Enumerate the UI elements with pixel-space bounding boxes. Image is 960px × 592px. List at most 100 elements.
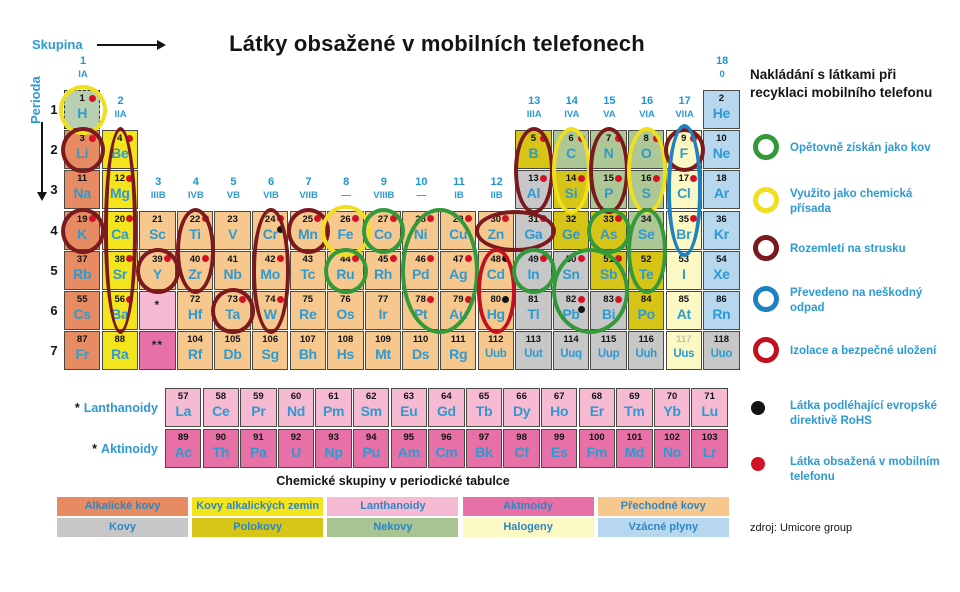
- element-symbol: Fe: [337, 225, 354, 242]
- element-symbol: I: [681, 265, 686, 282]
- atomic-number: 58: [215, 390, 227, 402]
- group-swatch-alkalick-kovy: Alkalické kovy: [57, 497, 188, 516]
- element-symbol: Rf: [187, 346, 203, 363]
- atomic-number: 71: [704, 390, 715, 402]
- element-cell-Li: 3 Li: [64, 130, 101, 170]
- legend-ring-icon: [753, 235, 779, 261]
- atomic-number: 30: [490, 213, 502, 225]
- element-symbol: Sr: [112, 265, 127, 282]
- group-header-10: 10—: [415, 175, 428, 201]
- legend-item-label: Izolace a bezpečné uložení: [790, 345, 937, 357]
- atomic-number: 84: [640, 294, 652, 305]
- red-dot-indicator: [464, 295, 472, 303]
- atomic-number: 81: [528, 294, 539, 305]
- group-header-14: 14 IVA: [564, 95, 580, 120]
- red-dot-indicator: [615, 295, 623, 303]
- element-cell-Lu: 71 Lu: [691, 387, 728, 427]
- element-cell-Ag: 47 Ag: [440, 250, 477, 290]
- atomic-number: 72: [189, 294, 201, 305]
- red-dot-indicator: [577, 295, 585, 303]
- element-cell-Uup: 115 Uup: [590, 331, 627, 371]
- element-symbol: Tb: [475, 402, 493, 419]
- element-cell-Hs: 108 Hs: [327, 331, 364, 371]
- group-header-4: 4 IVB: [187, 175, 204, 201]
- atomic-number: 11: [77, 173, 88, 185]
- element-cell-In: 49 In: [515, 250, 552, 290]
- element-symbol: Mn: [297, 225, 318, 242]
- element-cell-La: 57 La: [165, 387, 202, 427]
- source-credit: zdroj: Umicore group: [750, 522, 853, 534]
- element-symbol: Na: [73, 185, 92, 202]
- atomic-number: 27: [377, 213, 389, 225]
- atomic-number: 105: [224, 334, 241, 346]
- atomic-number: 9: [681, 133, 687, 145]
- element-cell-Hg: 80 Hg: [477, 291, 514, 330]
- atomic-number: 65: [478, 390, 490, 402]
- element-symbol: Ir: [378, 306, 388, 322]
- fblock-label-act: * Aktinoidy: [92, 441, 158, 456]
- group-header-3: 3 IIIB: [150, 175, 166, 201]
- element-cell-Hf: 72 Hf: [176, 291, 214, 330]
- element-symbol: Mo: [260, 265, 280, 282]
- element-cell-Er: 68 Er: [578, 387, 615, 427]
- element-symbol: Rb: [73, 265, 92, 282]
- atomic-number: 102: [664, 431, 680, 443]
- black-dot-indicator: [577, 306, 585, 313]
- element-cell-Ga: 31 Ga: [515, 210, 552, 250]
- red-dot-indicator: [88, 215, 96, 223]
- atomic-number: 43: [302, 253, 314, 265]
- atomic-number: 82: [565, 294, 577, 305]
- atomic-number: 53: [678, 253, 690, 265]
- red-dot-indicator: [276, 215, 284, 223]
- element-symbol: Eu: [400, 402, 418, 419]
- atomic-number: 55: [76, 294, 88, 305]
- atomic-number: 110: [412, 334, 429, 346]
- atomic-number: 61: [328, 390, 339, 402]
- element-symbol: Br: [676, 225, 692, 242]
- atomic-number: 103: [701, 431, 718, 443]
- element-cell-Ne: 10 Ne: [703, 130, 740, 170]
- period-number-7: 7: [50, 343, 58, 359]
- element-cell-Uuo: 118 Uuo: [703, 331, 740, 371]
- group-axis-arrowhead-icon: [157, 40, 166, 50]
- black-dot-indicator: [276, 225, 284, 233]
- element-symbol: Mt: [375, 346, 391, 363]
- element-symbol: Db: [223, 346, 242, 363]
- element-symbol: Ce: [212, 402, 230, 419]
- group-header-5: 5 VB: [226, 175, 240, 201]
- element-cell-Yb: 70 Yb: [653, 387, 691, 427]
- element-symbol: Md: [624, 443, 645, 460]
- element-cell-Ac: 89 Ac: [165, 428, 202, 468]
- atomic-number: 29: [452, 213, 464, 225]
- atomic-number: 40: [189, 253, 201, 265]
- group-header-11: 11 IB: [453, 175, 465, 201]
- atomic-number: 90: [215, 431, 227, 443]
- legend-item-label: Látka obsažená v mobilním telefonu: [790, 456, 940, 483]
- element-symbol: Rn: [712, 306, 731, 322]
- group-axis-label: Skupina: [32, 37, 83, 52]
- atomic-number: 83: [603, 294, 614, 305]
- element-symbol: Cs: [73, 306, 92, 322]
- element-cell-Po: 84 Po: [628, 291, 665, 330]
- legend-item-label: Látka podléhající evropské direktivě RoHS: [790, 400, 938, 427]
- element-symbol: Be: [111, 145, 129, 162]
- element-cell-Am: 95 Am: [390, 428, 427, 468]
- group-header-16: 16 VIA: [639, 95, 655, 120]
- element-cell-Nd: 60 Nd: [277, 387, 315, 427]
- element-cell-Uus: 117 Uus: [665, 331, 702, 371]
- red-dot-indicator: [540, 174, 548, 182]
- element-symbol: Zr: [188, 265, 202, 282]
- element-symbol: Ta: [225, 306, 240, 322]
- element-cell-Ds: 110 Ds: [402, 331, 439, 371]
- atomic-number: 42: [264, 253, 276, 265]
- element-symbol: Uuq: [560, 347, 582, 360]
- atomic-number: 67: [553, 390, 565, 402]
- atomic-number: 7: [605, 133, 612, 145]
- element-symbol: Pa: [250, 443, 267, 460]
- red-dot-indicator: [427, 215, 435, 223]
